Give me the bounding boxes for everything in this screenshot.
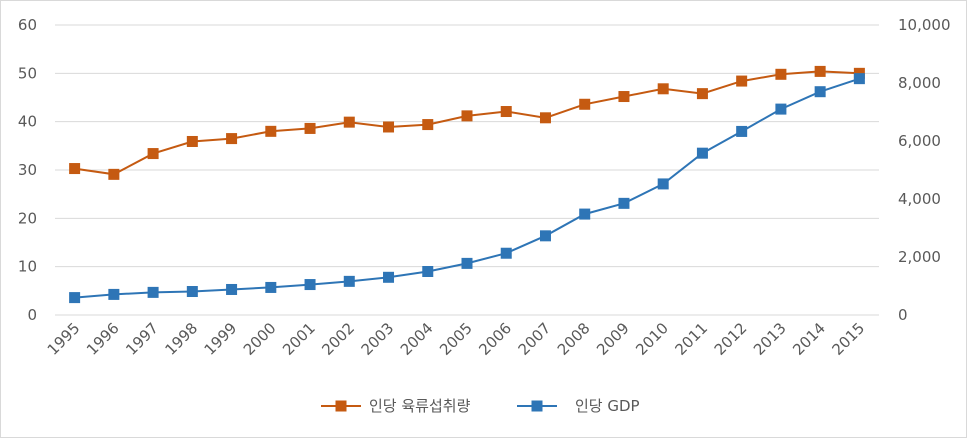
series-0-point	[696, 88, 708, 100]
series-1-point	[618, 197, 630, 209]
series-1-point	[226, 283, 238, 295]
x-axis-tick-label: 1995	[44, 319, 84, 359]
series-0-point	[500, 106, 512, 118]
series-1-point	[539, 230, 551, 242]
x-axis-tick-label: 2007	[515, 319, 555, 359]
series-1-point	[265, 281, 277, 293]
series-1-point	[500, 247, 512, 259]
x-axis-tick-label: 2005	[436, 319, 476, 359]
left-axis-tick-label: 30	[18, 161, 37, 179]
x-axis-tick-label: 1999	[201, 319, 241, 359]
right-axis-tick-label: 4,000	[898, 190, 941, 208]
x-axis-tick-label: 1998	[161, 319, 201, 359]
legend-marker-1	[531, 400, 543, 412]
x-axis-tick-label: 2015	[828, 319, 868, 359]
left-axis-tick-label: 60	[18, 16, 37, 34]
series-0-point	[69, 163, 81, 175]
x-axis-tick-label: 2003	[358, 319, 398, 359]
series-0-point	[304, 122, 316, 134]
x-axis-tick-label: 2014	[789, 319, 829, 359]
series-1-point	[579, 208, 591, 220]
series-0-point	[736, 75, 748, 87]
series-0-point	[343, 116, 355, 128]
x-axis-tick-label: 2008	[554, 319, 594, 359]
series-0-point	[579, 98, 591, 110]
series-0-point	[657, 83, 669, 95]
series-1-point	[461, 257, 473, 269]
series-0-point	[618, 91, 630, 103]
series-0-point	[265, 125, 277, 137]
series-1-point	[696, 147, 708, 159]
series-0-point	[186, 135, 198, 147]
series-0-point	[775, 68, 787, 80]
series-0-point	[539, 112, 551, 124]
series-0-point	[383, 121, 395, 133]
series-1-point	[343, 275, 355, 287]
left-axis-tick-label: 10	[18, 258, 37, 276]
series-1-point	[422, 266, 434, 277]
series-0-point	[461, 110, 473, 122]
series-1-point	[304, 279, 316, 291]
x-axis-tick-label: 1997	[122, 319, 162, 359]
x-axis-tick-label: 2006	[475, 319, 515, 359]
series-1-point	[853, 73, 865, 85]
series-line-0	[74, 70, 860, 176]
series-0-point	[147, 148, 159, 160]
left-axis-tick-label: 50	[18, 64, 37, 82]
series-1-point	[775, 103, 787, 115]
x-axis-tick-label: 2010	[632, 319, 672, 359]
series-1-point	[186, 286, 198, 298]
right-axis-tick-label: 6,000	[898, 132, 941, 150]
x-axis-tick-label: 2013	[750, 319, 790, 359]
right-axis-tick-label: 8,000	[898, 74, 941, 92]
left-axis-tick-label: 40	[18, 113, 37, 131]
series-0-point	[108, 168, 120, 180]
left-axis-tick-label: 0	[27, 306, 37, 324]
legend-marker-0	[335, 400, 347, 412]
legend-label: 인당 GDP	[575, 397, 640, 415]
series-1-point	[147, 286, 159, 298]
right-axis-tick-label: 0	[898, 306, 908, 324]
series-0-point	[226, 133, 238, 145]
x-axis-tick-label: 2009	[593, 319, 633, 359]
series-1-point	[383, 271, 395, 283]
right-axis-tick-label: 2,000	[898, 248, 941, 266]
x-axis-tick-label: 2012	[711, 319, 751, 359]
right-axis-tick-label: 10,000	[898, 16, 951, 34]
series-1-point	[814, 86, 826, 98]
x-axis-tick-label: 2000	[240, 319, 280, 359]
x-axis-tick-label: 2004	[397, 319, 437, 359]
series-1-point	[736, 125, 748, 137]
x-axis-tick-label: 2011	[672, 319, 712, 359]
x-axis-tick-label: 2002	[318, 319, 358, 359]
series-1-point	[69, 292, 81, 304]
legend-label: 인당 육류섭취량	[369, 397, 471, 415]
series-1-point	[657, 178, 669, 190]
series-1-point	[108, 288, 120, 300]
series-0-point	[814, 65, 826, 77]
x-axis-tick-label: 1996	[83, 319, 123, 359]
left-axis-tick-label: 20	[18, 209, 37, 227]
x-axis-tick-label: 2001	[279, 319, 319, 359]
series-0-point	[422, 119, 434, 131]
